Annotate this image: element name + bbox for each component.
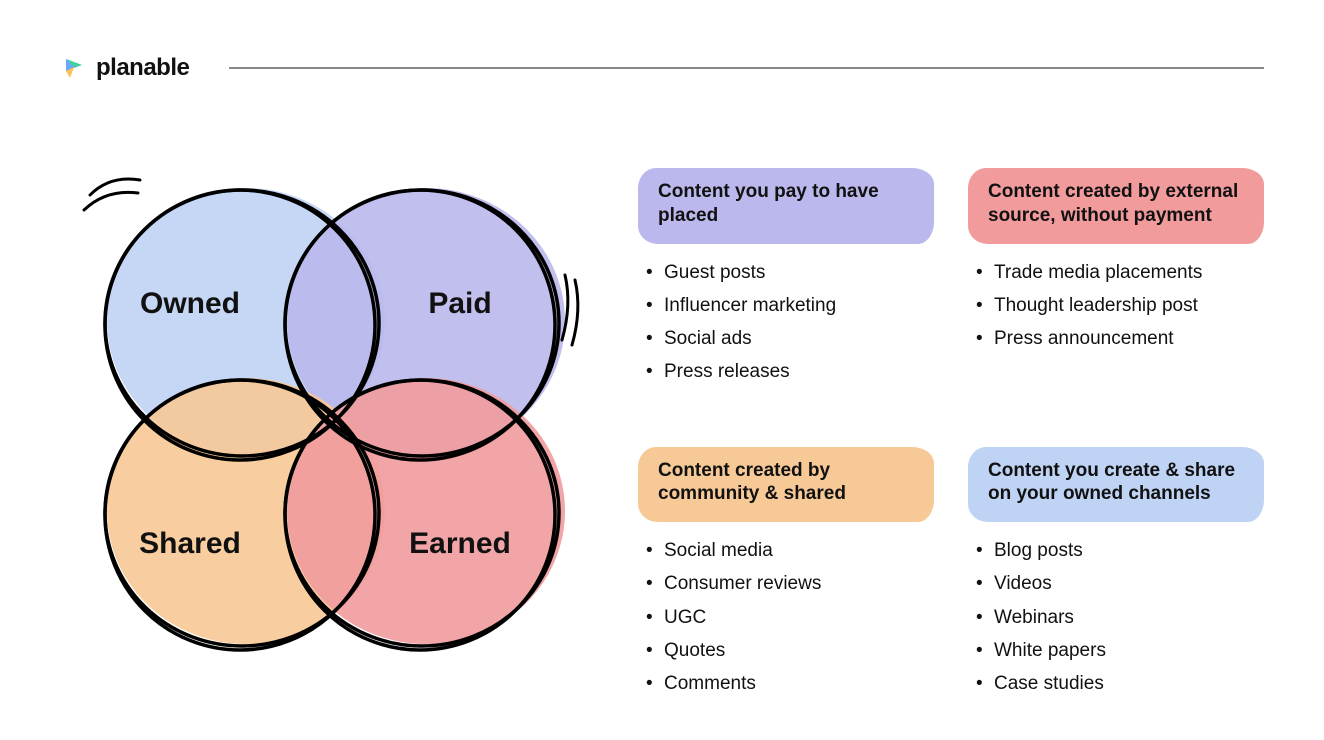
- header: planable: [60, 54, 1264, 82]
- venn-label-paid: Paid: [428, 287, 491, 320]
- venn-label-owned: Owned: [140, 287, 240, 320]
- sketch-accent: [572, 280, 578, 345]
- paid-block-list: Guest postsInfluencer marketingSocial ad…: [640, 256, 930, 389]
- list-item: Trade media placements: [976, 256, 1260, 289]
- list-item: Comments: [646, 667, 930, 700]
- brand-name: planable: [96, 54, 189, 82]
- list-item: Videos: [976, 567, 1260, 600]
- planable-logo-icon: [60, 54, 88, 82]
- shared-block-list: Social mediaConsumer reviewsUGCQuotesCom…: [640, 534, 930, 700]
- venn-diagram: Owned Paid Shared Earned: [60, 155, 600, 715]
- owned-block: Content you create & share on your owned…: [970, 449, 1260, 701]
- list-item: Consumer reviews: [646, 567, 930, 600]
- venn-label-shared: Shared: [139, 527, 241, 560]
- list-item: Guest posts: [646, 256, 930, 289]
- list-item: Press releases: [646, 355, 930, 388]
- brand-logo: planable: [60, 54, 189, 82]
- list-item: Quotes: [646, 634, 930, 667]
- list-item: Case studies: [976, 667, 1260, 700]
- list-item: UGC: [646, 601, 930, 634]
- shared-block: Content created by community & shared Soc…: [640, 449, 930, 701]
- list-item: Social media: [646, 534, 930, 567]
- paid-block: Content you pay to have placed Guest post…: [640, 170, 930, 389]
- owned-block-heading: Content you create & share on your owned…: [970, 449, 1260, 519]
- paid-block-heading: Content you pay to have placed: [640, 170, 930, 240]
- content-grid: Content you pay to have placed Guest post…: [640, 170, 1260, 700]
- list-item: Social ads: [646, 322, 930, 355]
- venn-label-earned: Earned: [409, 527, 511, 560]
- list-item: Press announcement: [976, 322, 1260, 355]
- earned-block-heading: Content created by external source, with…: [970, 170, 1260, 240]
- list-item: Thought leadership post: [976, 289, 1260, 322]
- header-divider: [229, 67, 1264, 69]
- earned-block: Content created by external source, with…: [970, 170, 1260, 389]
- earned-block-list: Trade media placementsThought leadership…: [970, 256, 1260, 356]
- shared-block-heading: Content created by community & shared: [640, 449, 930, 519]
- owned-block-list: Blog postsVideosWebinarsWhite papersCase…: [970, 534, 1260, 700]
- list-item: Webinars: [976, 601, 1260, 634]
- list-item: Influencer marketing: [646, 289, 930, 322]
- list-item: Blog posts: [976, 534, 1260, 567]
- list-item: White papers: [976, 634, 1260, 667]
